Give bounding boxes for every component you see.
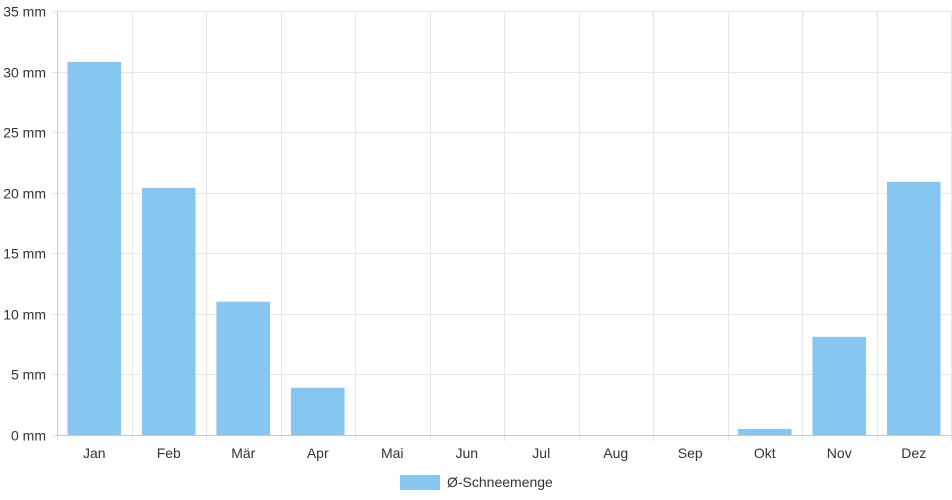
x-tick-label: Mär [231, 445, 255, 461]
legend-swatch[interactable] [400, 475, 440, 490]
y-tick-label: 30 mm [3, 65, 46, 81]
legend[interactable]: Ø-Schneemenge [400, 474, 553, 490]
y-tick-label: 5 mm [11, 367, 46, 383]
y-tick-label: 15 mm [3, 246, 46, 262]
bar-jan[interactable] [67, 61, 122, 435]
x-tick-label: Apr [307, 445, 329, 461]
y-tick-label: 0 mm [11, 428, 46, 444]
y-tick-label: 10 mm [3, 307, 46, 323]
x-tick-label: Feb [157, 445, 181, 461]
x-tick-label: Sep [678, 445, 703, 461]
bar-mär[interactable] [216, 301, 271, 435]
legend-label[interactable]: Ø-Schneemenge [447, 474, 553, 490]
bars [67, 61, 941, 435]
x-tick-label: Jul [532, 445, 550, 461]
x-tick-label: Aug [603, 445, 628, 461]
x-tick-label: Jun [455, 445, 478, 461]
y-axis-ticks: 0 mm 5 mm 10 mm 15 mm 20 mm 25 mm 30 mm 35 mm [3, 4, 46, 444]
x-tick-label: Nov [827, 445, 852, 461]
x-tick-label: Okt [754, 445, 776, 461]
bar-nov[interactable] [812, 336, 867, 435]
x-tick-label: Dez [901, 445, 926, 461]
bar-feb[interactable] [141, 187, 196, 435]
x-axis-ticks: Jan Feb Mär Apr Mai Jun Jul Aug Sep Okt Nov Dez [83, 445, 926, 461]
y-tick-label: 35 mm [3, 4, 46, 20]
x-tick-label: Mai [381, 445, 404, 461]
x-tick-label: Jan [83, 445, 106, 461]
y-tick-label: 20 mm [3, 186, 46, 202]
bar-dez[interactable] [886, 181, 941, 435]
bar-okt[interactable] [737, 428, 792, 435]
y-tick-label: 25 mm [3, 125, 46, 141]
grid-lines [52, 11, 952, 441]
bar-apr[interactable] [290, 387, 345, 435]
